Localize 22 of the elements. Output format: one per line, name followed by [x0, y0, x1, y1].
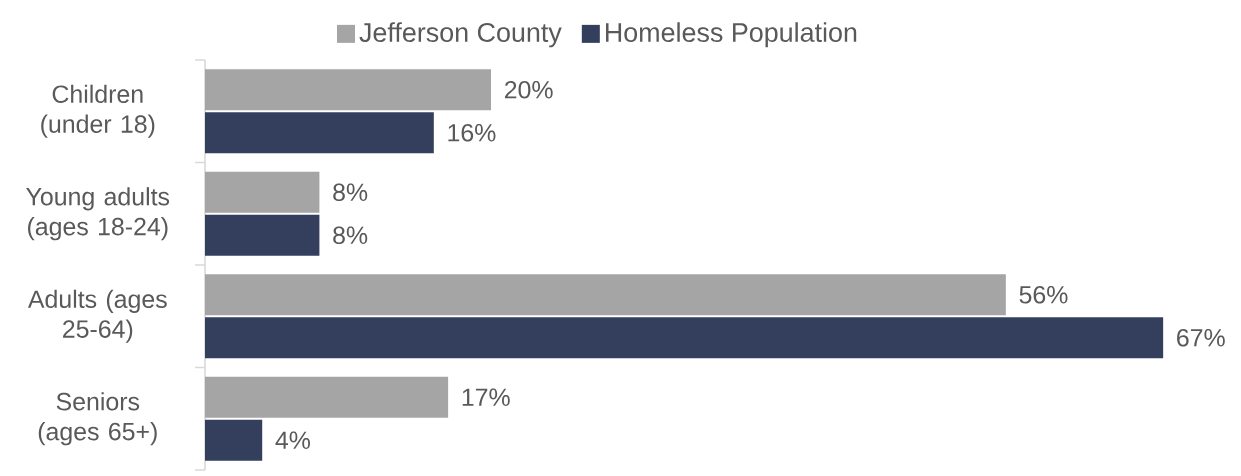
y-tick-label: Children (under 18) [41, 84, 155, 138]
y-tick-label: Young adults (ages 18-24) [26, 187, 170, 241]
data-label: 67% [1177, 328, 1225, 347]
bar [205, 317, 1164, 359]
bar [205, 376, 449, 418]
data-label: 56% [1019, 285, 1068, 304]
bar [205, 171, 320, 213]
legend-label: Jefferson County [359, 22, 562, 48]
data-label: 16% [448, 123, 496, 142]
legend-label: Homeless Population [606, 22, 857, 48]
bar [205, 274, 1006, 316]
data-label: 8% [333, 226, 368, 245]
data-label: 8% [333, 183, 368, 202]
bar [205, 69, 492, 111]
bar [205, 419, 263, 461]
data-label: 4% [275, 431, 310, 449]
y-tick-label: Adults (ages 25-64) [27, 289, 167, 343]
data-label: 20% [504, 80, 553, 99]
data-label: 17% [462, 388, 510, 406]
bar [205, 214, 320, 256]
bar [205, 112, 434, 154]
y-tick-label: Seniors (ages 65+) [38, 392, 157, 446]
